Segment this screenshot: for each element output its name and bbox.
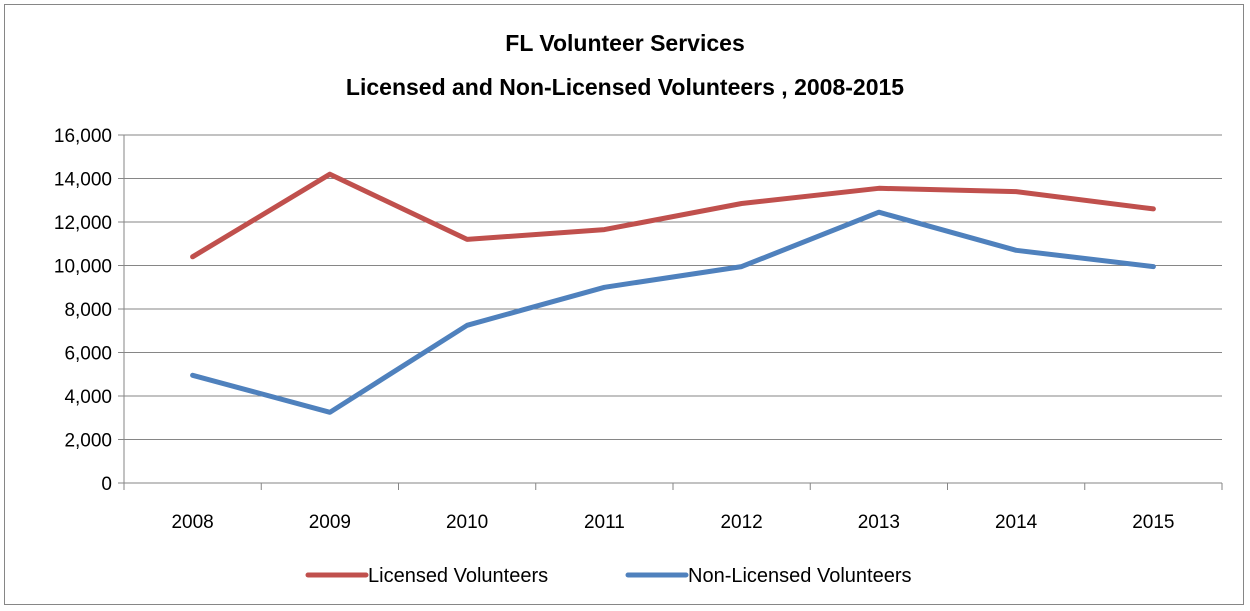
y-tick-label: 4,000	[64, 387, 112, 408]
y-axis-ticks: 0 2,000 4,000 6,000 8,000 10,000 12,000 14,000 1…	[54, 126, 124, 495]
x-tick-label: 2014	[995, 512, 1038, 533]
chart-area	[4, 4, 1244, 605]
x-tick-label: 2013	[858, 512, 900, 533]
y-tick-label: 6,000	[64, 344, 112, 365]
y-tick-label: 16,000	[54, 126, 112, 147]
x-tick-label: 2011	[584, 512, 625, 533]
x-tick-label: 2012	[720, 512, 762, 533]
legend: Licensed Volunteers Non-Licensed Voluntee…	[305, 565, 911, 587]
y-tick-label: 10,000	[54, 257, 112, 278]
legend-label: Non-Licensed Volunteers	[688, 565, 911, 587]
y-tick-label: 0	[101, 474, 112, 495]
chart-subtitle: Licensed and Non-Licensed Volunteers , 2…	[345, 74, 905, 100]
series-line	[190, 209, 1156, 415]
y-tick-label: 14,000	[54, 170, 112, 191]
gridlines	[124, 134, 1222, 440]
x-tick-label: 2009	[309, 512, 351, 533]
x-tick-label: 2008	[171, 512, 213, 533]
x-axis-ticks: 2008 2009 2010 2011 2012 2013 2014 2015	[123, 483, 1223, 533]
legend-label: Licensed Volunteers	[368, 565, 548, 587]
x-tick-label: 2010	[446, 512, 488, 533]
y-tick-label: 2,000	[64, 431, 112, 452]
series-line	[190, 171, 1156, 260]
chart-title: FL Volunteer Services	[505, 30, 745, 56]
x-tick-label: 2015	[1132, 512, 1174, 533]
y-tick-label: 12,000	[54, 213, 112, 234]
y-tick-label: 8,000	[64, 300, 112, 321]
series-lines	[190, 171, 1156, 415]
